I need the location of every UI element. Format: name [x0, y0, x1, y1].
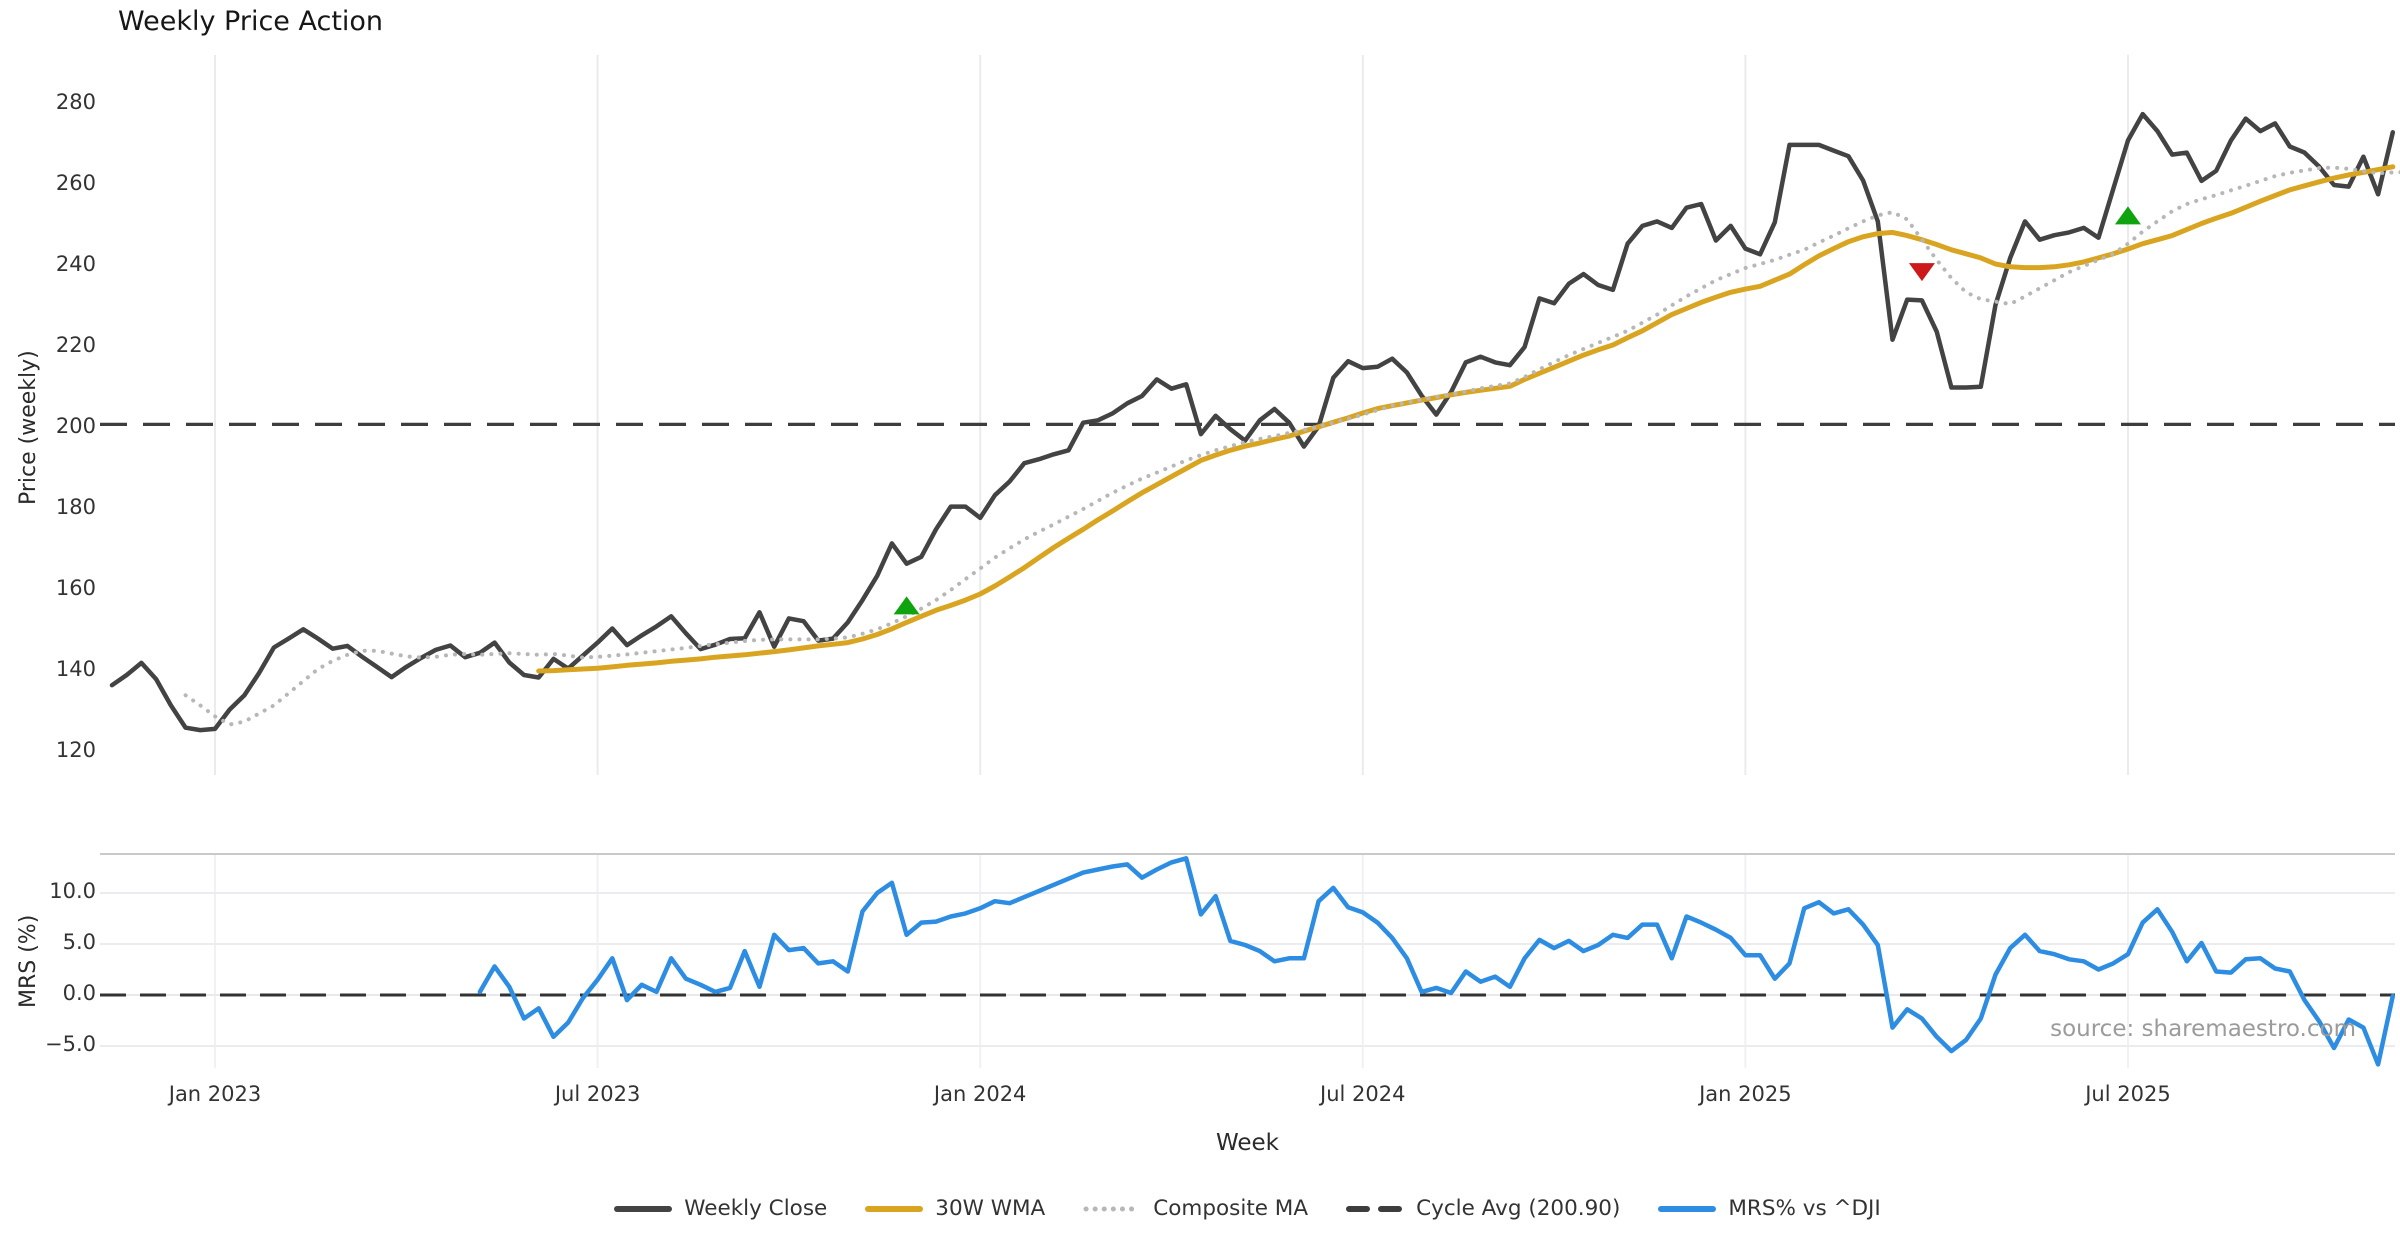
x-tick-label: Jul 2023 — [554, 1082, 641, 1106]
x-tick-label: Jul 2024 — [1320, 1082, 1406, 1106]
price-tick-label: 180 — [55, 495, 96, 519]
legend-label: Cycle Avg (200.90) — [1416, 1196, 1621, 1221]
30w-wma-line — [536, 164, 2396, 674]
legend-label: Weekly Close — [684, 1196, 828, 1221]
legend-swatch — [1346, 1205, 1405, 1212]
mrs-tick-label: 5.0 — [62, 930, 96, 954]
price-tick-label: 160 — [55, 576, 96, 600]
mrs-tick-label: −5.0 — [45, 1032, 96, 1056]
price-tick-label: 240 — [55, 252, 96, 276]
price-tick-label: 220 — [55, 333, 96, 357]
mrs-tick-label: 0.0 — [62, 981, 96, 1005]
x-tick-label: Jan 2024 — [933, 1082, 1027, 1106]
legend-swatch — [865, 1205, 924, 1212]
legend-item-mrs-vs-dji: MRS% vs ^DJI — [1658, 1196, 1881, 1221]
legend-label: MRS% vs ^DJI — [1728, 1196, 1881, 1221]
legend-item-cycle-avg-200-90-: Cycle Avg (200.90) — [1346, 1196, 1620, 1221]
x-tick-label: Jan 2023 — [168, 1082, 262, 1106]
price-tick-label: 280 — [55, 90, 96, 114]
mrs-vs-dji-line — [477, 856, 2396, 1067]
composite-ma-line — [183, 165, 2400, 727]
mrs-tick-label: 10.0 — [49, 879, 96, 903]
price-tick-label: 260 — [55, 171, 96, 195]
buy-signal-marker — [893, 596, 920, 615]
legend-swatch — [1083, 1206, 1141, 1211]
legend-swatch — [614, 1205, 673, 1212]
x-tick-label: Jan 2025 — [1699, 1082, 1792, 1106]
legend-label: Composite MA — [1153, 1196, 1309, 1221]
x-tick-label: Jul 2025 — [2085, 1082, 2171, 1106]
price-tick-label: 120 — [55, 738, 96, 762]
price-tick-label: 140 — [55, 657, 96, 681]
page-title: Weekly Price Action — [118, 6, 384, 37]
legend-item-weekly-close: Weekly Close — [614, 1196, 827, 1221]
legend-label: 30W WMA — [935, 1196, 1046, 1221]
legend: Weekly Close 30W WMA Composite MA Cycle Avg… — [95, 1196, 2400, 1221]
legend-item-30w-wma: 30W WMA — [865, 1196, 1045, 1221]
weekly-close-line — [109, 111, 2396, 733]
legend-swatch — [1658, 1205, 1717, 1212]
source-note: source: sharemaestro.com — [2050, 1016, 2356, 1042]
price-tick-label: 200 — [55, 414, 96, 438]
sell-signal-marker — [1908, 263, 1935, 282]
buy-signal-marker — [2114, 206, 2141, 225]
x-axis-label: Week — [1215, 1130, 1279, 1156]
legend-item-composite-ma: Composite MA — [1083, 1196, 1308, 1221]
